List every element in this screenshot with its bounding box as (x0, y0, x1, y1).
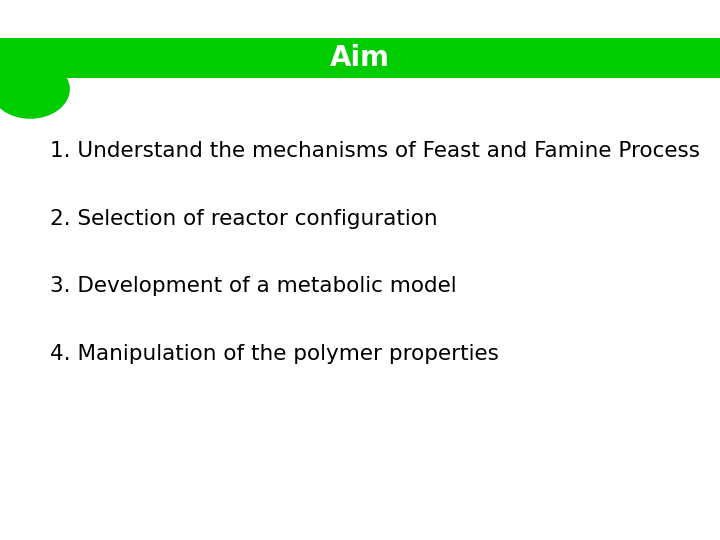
Text: 2. Selection of reactor configuration: 2. Selection of reactor configuration (50, 208, 438, 229)
Text: 4. Manipulation of the polymer properties: 4. Manipulation of the polymer propertie… (50, 343, 499, 364)
Text: 3. Development of a metabolic model: 3. Development of a metabolic model (50, 276, 457, 296)
Circle shape (0, 59, 70, 119)
FancyBboxPatch shape (0, 38, 720, 78)
Text: Aim: Aim (330, 44, 390, 72)
Text: 1. Understand the mechanisms of Feast and Famine Process: 1. Understand the mechanisms of Feast an… (50, 141, 701, 161)
